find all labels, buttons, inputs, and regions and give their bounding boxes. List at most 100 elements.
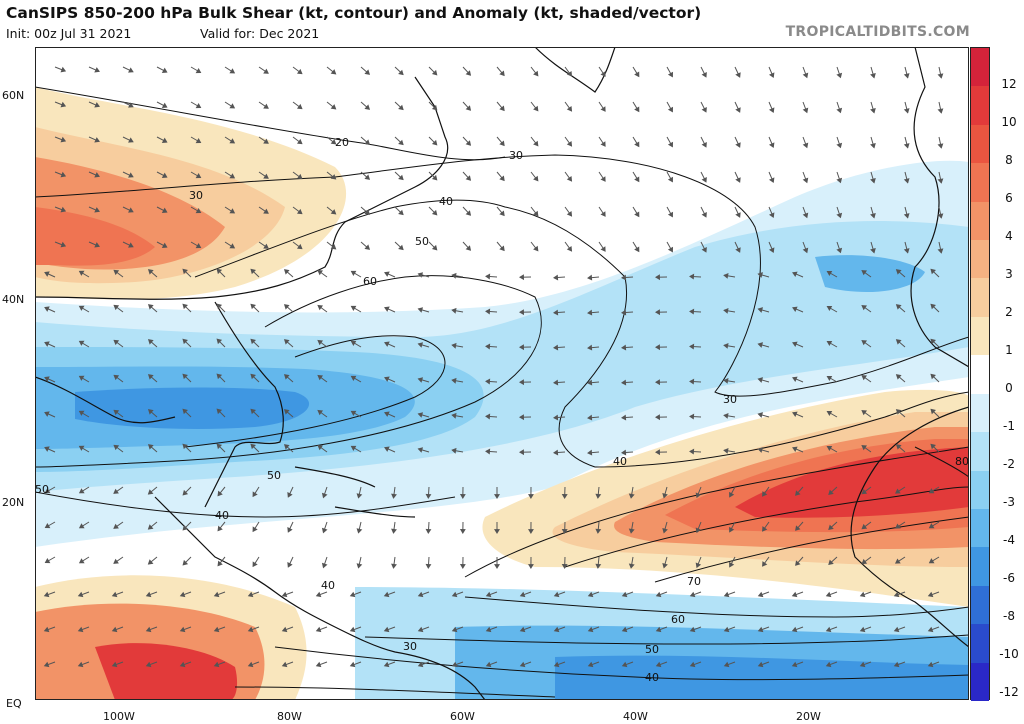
wind-vector-head (350, 445, 357, 452)
wind-vector-head (44, 306, 50, 312)
wind-vector-head (735, 247, 741, 253)
wind-vector-head (43, 591, 50, 598)
wind-vector-head (147, 339, 154, 345)
wind-vector-head (60, 206, 67, 213)
wind-vector-head (349, 591, 356, 598)
wind-vector-head (44, 557, 51, 564)
wind-vector-head (252, 526, 258, 533)
wind-vector-head (528, 564, 534, 569)
colorbar-tick-label: -8 (1003, 609, 1015, 624)
wind-vector-head (317, 269, 324, 276)
wind-vector-head (247, 626, 254, 633)
wind-vector-head (78, 445, 85, 451)
wind-vector-head (451, 661, 458, 668)
wind-vector-head (94, 137, 100, 143)
contour-label: 40 (439, 195, 453, 208)
wind-vector-head (356, 493, 363, 499)
wind-vector-head (485, 378, 491, 385)
wind-vector-head (927, 661, 934, 668)
wind-vector-head (77, 661, 84, 668)
wind-vector-head (128, 172, 134, 178)
wind-vector-head (364, 244, 371, 250)
wind-vector-head (296, 103, 303, 110)
wind-vector-head (485, 448, 491, 455)
wind-vector-head (383, 661, 390, 668)
wind-vector-head (701, 176, 707, 183)
wind-vector-head (145, 591, 152, 598)
wind-vector-head (459, 563, 466, 569)
wind-vector-head (78, 375, 85, 381)
wind-vector-head (903, 248, 910, 254)
wind-vector-head (662, 562, 668, 569)
wind-vector-head (553, 449, 559, 456)
wind-vector-head (247, 661, 254, 668)
wind-vector-head (499, 245, 505, 252)
wind-vector-head (655, 591, 662, 598)
wind-vector-head (182, 268, 188, 275)
wind-vector-head (828, 559, 834, 566)
wind-vector-head (528, 529, 534, 534)
wind-vector-head (425, 563, 432, 569)
wind-vector-head (111, 626, 118, 633)
wind-vector-head (723, 448, 729, 454)
coastline-greenland (534, 47, 616, 93)
wind-vector-head (161, 172, 168, 178)
wind-vector-head (195, 207, 202, 214)
wind-vector-head (628, 493, 635, 499)
wind-vector-head (287, 527, 293, 533)
wind-vector-head (701, 141, 707, 148)
wind-vector-head (600, 71, 606, 77)
wind-vector-head (78, 488, 85, 494)
wind-vector-head (263, 138, 269, 144)
contour-label: 30 (723, 393, 737, 406)
wind-vector-head (768, 212, 775, 218)
contour-label: 60 (363, 275, 377, 288)
wind-vector-head (296, 68, 303, 75)
wind-vector-head (465, 70, 472, 76)
colorbar-tick-label: -12 (999, 685, 1019, 700)
wind-vector-head (689, 448, 695, 455)
wind-vector-head (825, 661, 832, 668)
wind-vector-head (667, 141, 674, 148)
wind-vector-head (113, 339, 120, 346)
wind-vector-head (937, 143, 944, 149)
wind-vector-head (757, 447, 764, 453)
contour-label: 50 (415, 235, 429, 248)
wind-vector-head (792, 446, 798, 453)
wind-vector-head (870, 212, 876, 219)
wind-vector-head (216, 373, 223, 380)
wind-vector-head (161, 102, 168, 108)
wind-vector-head (861, 410, 868, 416)
lon-label-40w: 40W (623, 710, 648, 723)
wind-vector-head (113, 269, 120, 276)
wind-vector-head (113, 558, 119, 564)
wind-vector-head (861, 270, 868, 276)
wind-vector-head (587, 379, 593, 386)
wind-vector-head (689, 273, 695, 280)
wind-vector-head (229, 68, 236, 74)
wind-vector-head (451, 591, 458, 598)
wind-vector-head (217, 525, 223, 532)
wind-vector-head (451, 342, 457, 349)
wind-vector-head (78, 270, 85, 276)
colorbar-tick-label: 1 (1005, 343, 1013, 358)
wind-vector-head (735, 212, 741, 218)
wind-vector-head (861, 340, 868, 346)
wind-vector-head (757, 307, 764, 313)
wind-vector-head (281, 661, 288, 668)
wind-vector-head (417, 342, 424, 348)
wind-vector-head (213, 661, 220, 668)
wind-vector-head (836, 107, 843, 114)
wind-vector-head (634, 71, 640, 78)
wind-vector-head (894, 558, 901, 564)
wind-vector-head (356, 563, 363, 569)
wind-vector-head (330, 104, 337, 110)
wind-vector-head (195, 102, 202, 109)
contour-label: 40 (613, 455, 627, 468)
colorbar-tick-label: 12 (1001, 77, 1017, 91)
wind-vector-head (634, 246, 640, 253)
wind-vector-head (451, 272, 457, 279)
wind-vector-head (451, 307, 457, 314)
lon-label-80w: 80W (277, 710, 302, 723)
wind-vector-head (757, 626, 764, 633)
